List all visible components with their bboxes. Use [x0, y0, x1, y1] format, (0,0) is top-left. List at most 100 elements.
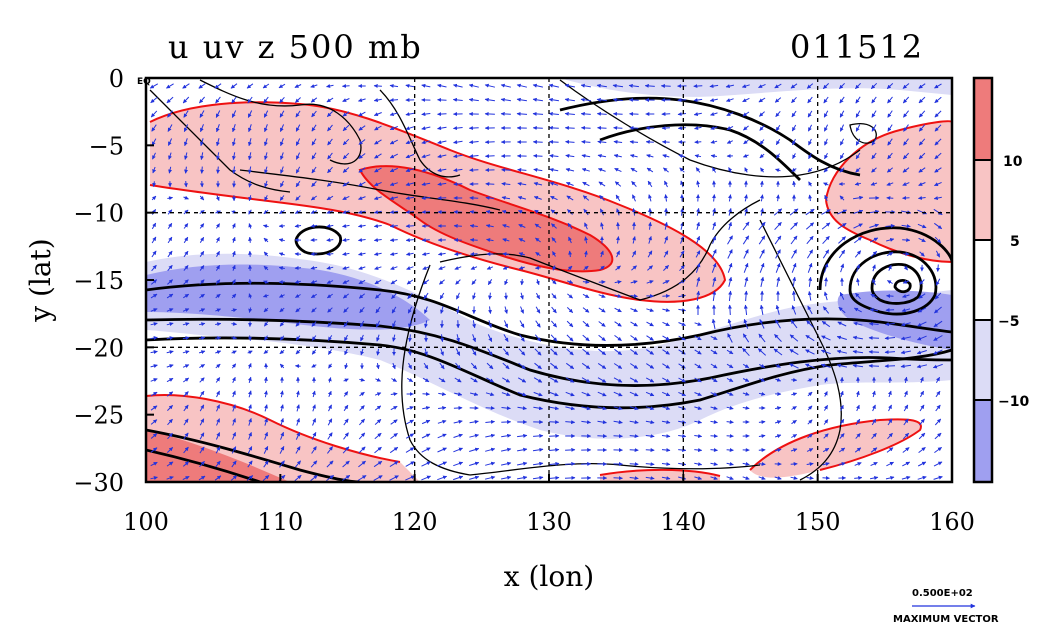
wind-vector [326, 210, 334, 214]
wind-vector [342, 266, 350, 270]
wind-vector [775, 153, 781, 159]
coast-australia-east [759, 219, 842, 481]
wind-vector [710, 139, 718, 144]
wind-vector [837, 321, 847, 327]
wind-vector [614, 321, 622, 327]
wind-vector [791, 96, 797, 104]
wind-vector [564, 97, 575, 102]
wind-vector [373, 210, 382, 214]
wind-vector [517, 181, 527, 186]
wind-vector [437, 196, 447, 201]
wind-vector [901, 224, 911, 229]
wind-vector [486, 238, 494, 242]
wind-vector [485, 224, 494, 228]
wind-vector [664, 236, 668, 244]
wind-vector [838, 306, 846, 314]
wind-vector [645, 448, 655, 453]
wind-vector [248, 293, 253, 299]
wind-vector [215, 96, 221, 104]
wind-vector [823, 167, 829, 173]
wind-vector [854, 250, 862, 258]
wind-vector [918, 182, 926, 186]
wind-vector [711, 318, 716, 329]
wind-vector [631, 181, 637, 187]
wind-vector [887, 110, 893, 118]
wind-vector [438, 266, 446, 270]
wind-vector [326, 181, 334, 187]
wind-vector [279, 293, 285, 298]
wind-vector [679, 167, 685, 173]
wind-vector [662, 154, 670, 158]
wind-vector [437, 112, 447, 117]
plot-area [146, 78, 952, 482]
wind-vector [166, 350, 174, 355]
wind-vector [263, 251, 269, 257]
wind-vector [677, 126, 686, 131]
wind-vector [598, 334, 606, 342]
wind-vector [808, 181, 813, 187]
wind-vector [533, 167, 543, 172]
wind-vector [680, 207, 684, 216]
wind-vector [678, 294, 686, 298]
wind-vector [711, 262, 717, 273]
wind-vector [632, 208, 636, 216]
wind-vector [565, 167, 575, 172]
wind-vector [646, 154, 654, 158]
wind-vector [598, 307, 606, 313]
wind-vector [360, 334, 364, 342]
wind-vector [248, 278, 253, 285]
wind-vector [806, 235, 814, 245]
wind-vector [199, 110, 205, 118]
wind-vector [405, 196, 415, 201]
wind-vector [534, 223, 542, 229]
wind-vector [374, 167, 382, 173]
wind-vector [631, 250, 637, 258]
wind-vector [853, 307, 862, 313]
wind-vector [342, 293, 350, 299]
wind-vector [198, 350, 206, 355]
wind-vector [725, 84, 735, 89]
wind-vector [744, 194, 748, 202]
wind-vector [231, 236, 236, 243]
wind-vector [695, 250, 701, 258]
wind-vector [503, 334, 509, 342]
wind-vector [327, 321, 333, 327]
wind-vector [839, 124, 845, 132]
wind-vector [342, 111, 350, 117]
wind-vector [662, 335, 670, 341]
wind-vector [695, 262, 701, 273]
wind-vector [150, 364, 158, 368]
wind-vector [519, 334, 525, 342]
wind-vector [199, 96, 205, 104]
wind-vector [405, 224, 414, 229]
wind-vector [853, 321, 863, 326]
wind-vector [630, 348, 638, 356]
wind-vector [342, 224, 350, 228]
wind-vector [744, 208, 748, 216]
wind-vector [630, 294, 638, 298]
wind-vector [791, 290, 796, 301]
wind-vector [262, 83, 270, 89]
wind-vector [471, 348, 477, 356]
wind-vector [279, 110, 285, 118]
wind-vector [824, 138, 828, 146]
wind-vector [167, 124, 173, 132]
wind-vector [343, 320, 349, 328]
wind-vector [871, 124, 877, 132]
wind-vector [408, 334, 412, 342]
wind-vector [614, 307, 622, 313]
wind-vector [742, 333, 750, 343]
wind-vector [728, 194, 732, 202]
wind-vector [934, 138, 942, 146]
wind-vector [167, 250, 173, 258]
wind-vector [836, 349, 848, 354]
wind-vector [551, 237, 557, 243]
wind-vector [854, 181, 862, 186]
wind-vector [167, 264, 173, 272]
wind-vector [567, 222, 573, 230]
wind-vector [150, 96, 158, 104]
wind-vector [389, 196, 399, 201]
wind-vector [406, 252, 414, 256]
wind-vector [373, 83, 382, 88]
wind-vector [264, 166, 268, 174]
